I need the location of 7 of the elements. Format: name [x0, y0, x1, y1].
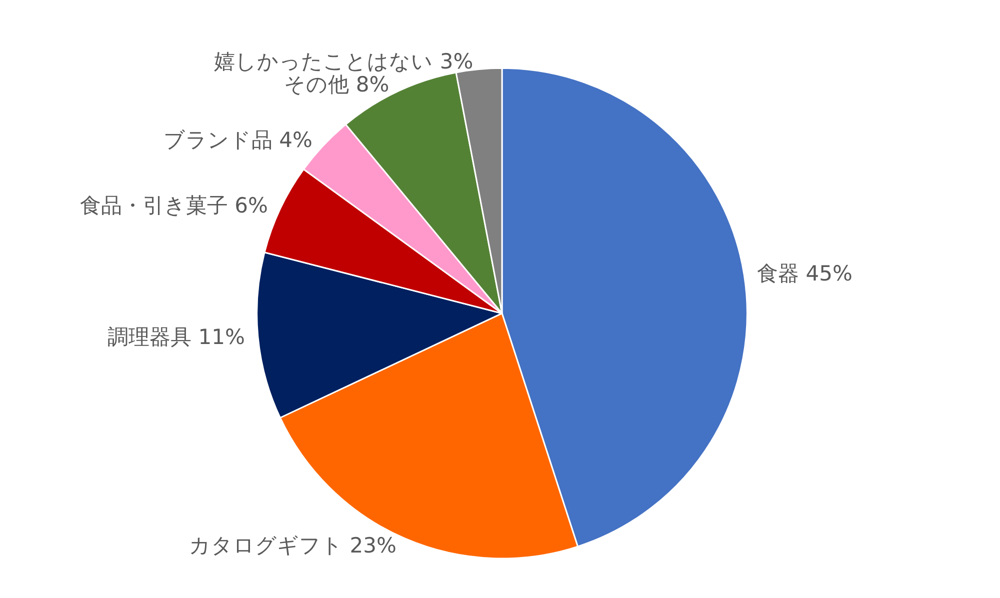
slice-label: ブランド品 4%	[163, 128, 312, 152]
slice-label: その他 8%	[284, 72, 390, 96]
slice-label: 食品・引き菓子 6%	[80, 194, 268, 218]
slice-label: 嬉しかったことはない 3%	[214, 49, 474, 74]
slice-label: 調理器具 11%	[108, 325, 245, 350]
slice-label: 食器 45%	[757, 262, 852, 286]
slice-label: カタログギフト 23%	[189, 534, 396, 558]
